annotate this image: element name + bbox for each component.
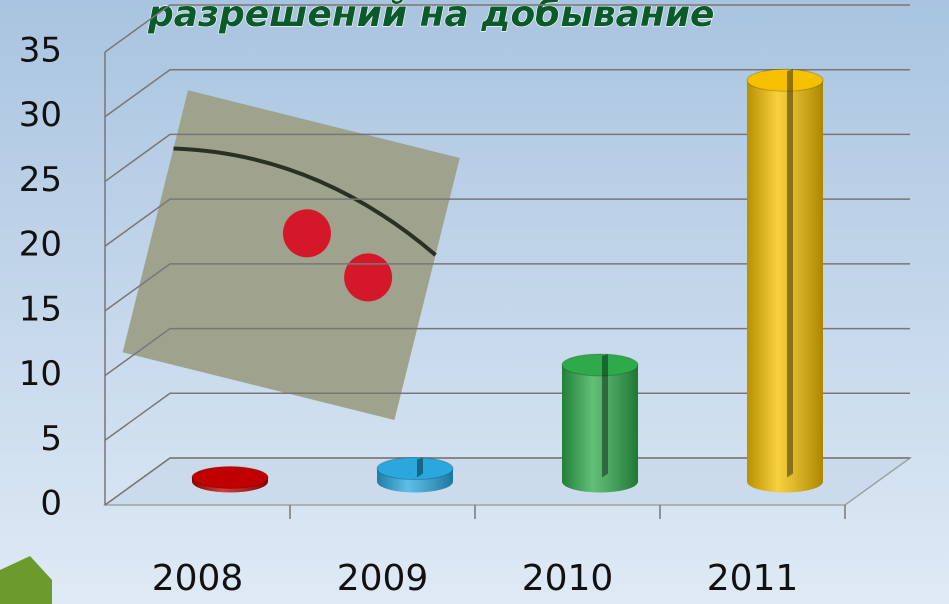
y-tick-label: 10 bbox=[19, 354, 62, 394]
bar bbox=[747, 69, 823, 492]
y-tick-label: 30 bbox=[19, 95, 62, 135]
y-tick-label: 25 bbox=[19, 160, 62, 200]
x-tick-label: 2009 bbox=[337, 558, 429, 599]
bar bbox=[562, 354, 638, 492]
x-tick-label: 2008 bbox=[152, 558, 244, 599]
bar bbox=[192, 467, 268, 493]
x-tick-label: 2010 bbox=[522, 558, 614, 599]
y-tick-label: 0 bbox=[40, 484, 62, 524]
x-tick-label: 2011 bbox=[707, 558, 799, 599]
y-tick-label: 20 bbox=[19, 225, 62, 265]
chart: разрешений на добывание 0510152025303520… bbox=[0, 0, 949, 604]
bar bbox=[377, 458, 453, 493]
y-tick-label: 15 bbox=[19, 289, 62, 329]
y-tick-label: 35 bbox=[19, 31, 62, 71]
y-tick-label: 5 bbox=[40, 419, 62, 459]
